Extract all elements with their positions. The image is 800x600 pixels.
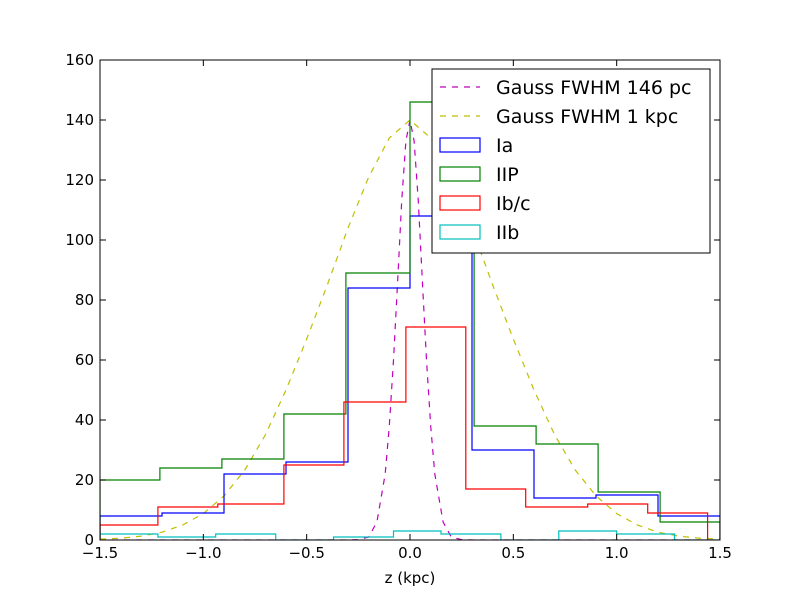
x-axis-label: z (kpc)	[385, 569, 436, 587]
x-tick-label: 0.5	[501, 544, 525, 562]
legend-swatch-ia	[439, 137, 481, 153]
y-tick-label: 60	[75, 351, 94, 369]
y-tick-label: 160	[65, 51, 94, 69]
legend-swatch-iip	[439, 166, 481, 182]
x-tick-label: −0.5	[288, 544, 324, 562]
legend-label-ia: Ia	[496, 135, 513, 157]
legend-label-iib: IIb	[496, 222, 519, 244]
series-line-iip	[100, 101, 720, 540]
y-tick-label: 140	[65, 111, 94, 129]
series-group	[100, 101, 720, 540]
x-tick-label: 1.0	[605, 544, 629, 562]
legend-box	[431, 68, 711, 254]
legend-label-ib-c: Ib/c	[496, 193, 531, 215]
y-tick-label: 100	[65, 231, 94, 249]
y-tick-label: 120	[65, 171, 94, 189]
x-tick-label: 1.5	[708, 544, 732, 562]
legend-swatch-ib-c	[439, 195, 481, 211]
x-tick-label: −1.5	[82, 544, 118, 562]
series-line-gauss-fwhm-1-kpc	[100, 119, 720, 540]
legend: Gauss FWHM 146 pc Gauss FWHM 1 kpc Ia IIP Ib…	[431, 68, 711, 254]
x-tick-label: −1.0	[185, 544, 221, 562]
y-tick-label: 80	[75, 291, 94, 309]
legend-label-iip: IIP	[496, 164, 519, 186]
axes: −1.5 −1.0 −0.5 0.0 0.5 1.0 1.5 0 20 40 60 80 100 120 1…	[65, 51, 732, 562]
x-tick-label: 0.0	[398, 544, 422, 562]
y-tick-label: 40	[75, 411, 94, 429]
series-line-ib-c	[100, 326, 709, 540]
plot-area	[100, 101, 720, 540]
series-line-iib	[100, 530, 720, 540]
legend-label-gauss-fwhm-1-kpc: Gauss FWHM 1 kpc	[496, 106, 678, 128]
legend-swatch-iib	[439, 224, 481, 240]
legend-label-gauss-fwhm-146-pc: Gauss FWHM 146 pc	[496, 77, 692, 99]
y-tick-label: 20	[75, 471, 94, 489]
y-tick-label: 0	[84, 531, 94, 549]
